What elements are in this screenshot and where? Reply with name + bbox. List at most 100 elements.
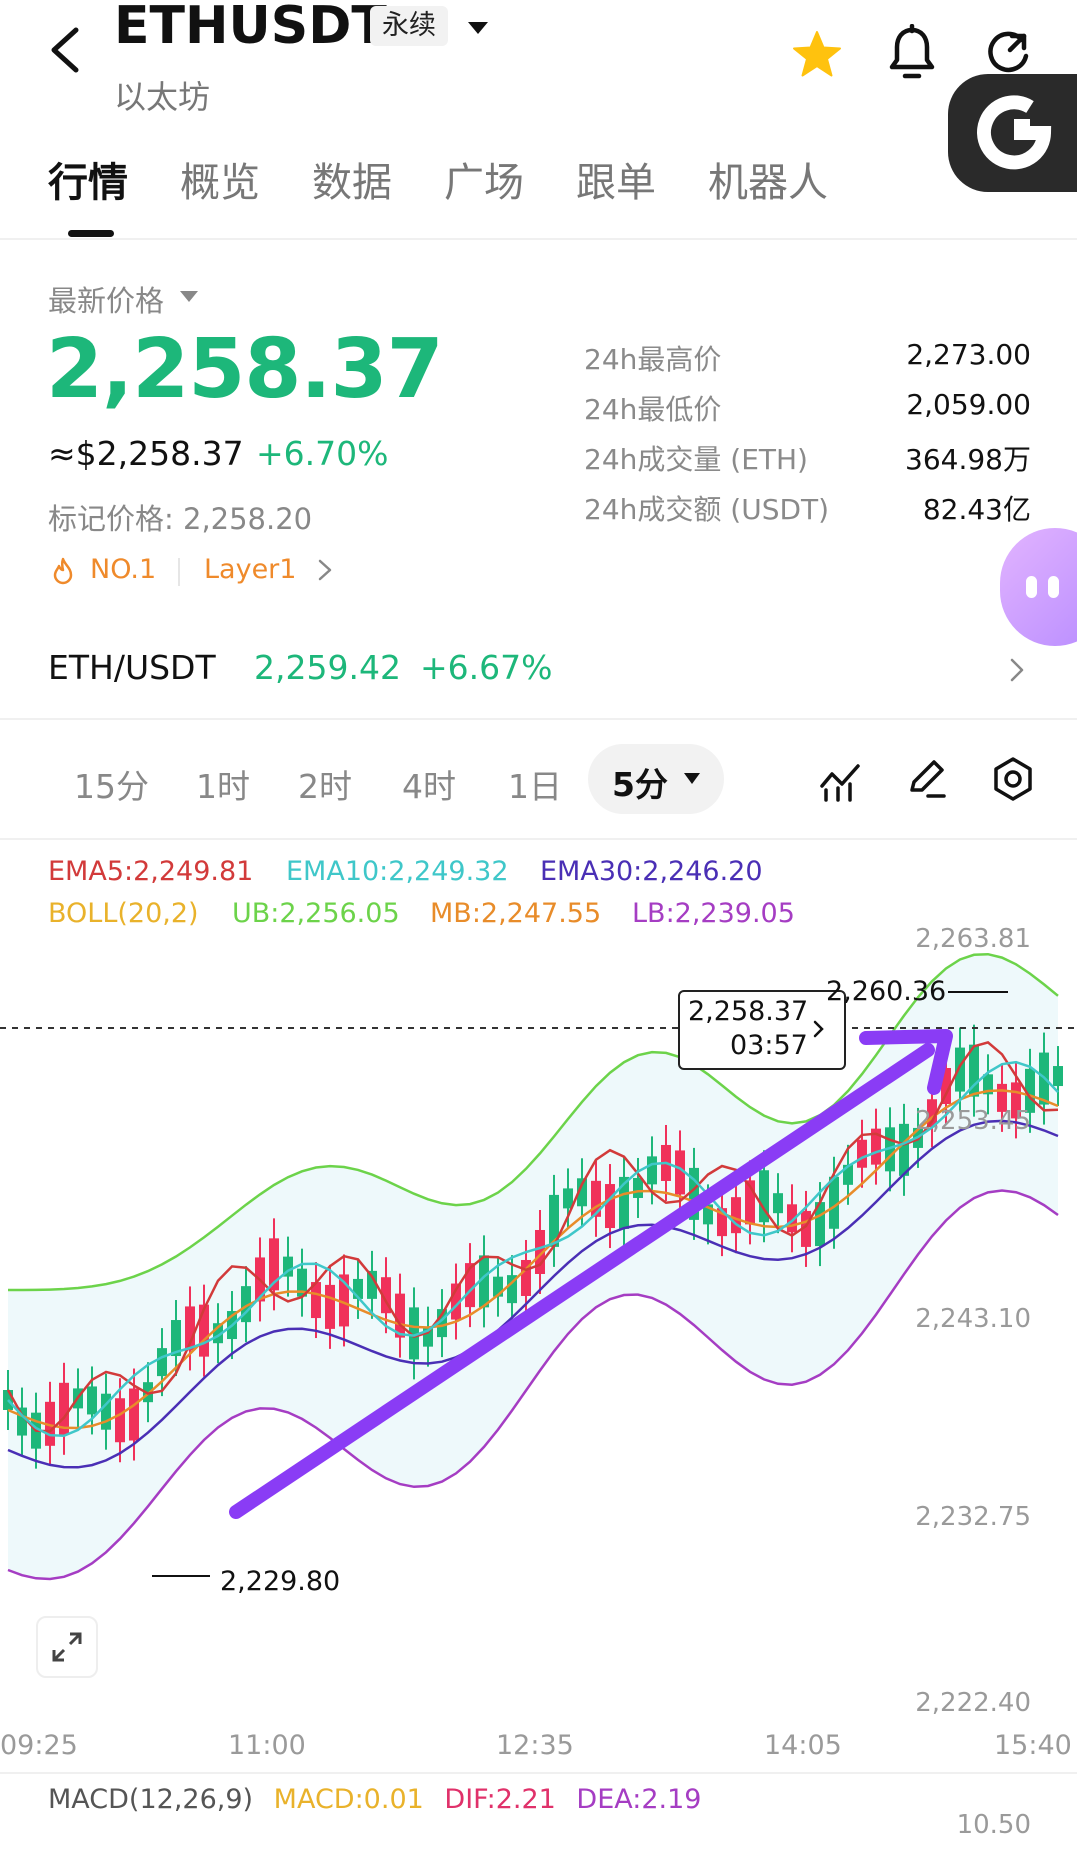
- interval-selector[interactable]: [588, 744, 724, 814]
- chevron-right-icon[interactable]: [314, 556, 336, 584]
- macd-scale: 10.50: [956, 1810, 1031, 1840]
- price-axis-tick: 2,243.10: [915, 1304, 1031, 1334]
- tooltip-price: 2,258.37: [688, 996, 809, 1027]
- category-link[interactable]: Layer1: [204, 554, 297, 585]
- dea-value: DEA:2.19: [576, 1784, 702, 1815]
- candle: [213, 1323, 223, 1344]
- interval-selected-label[interactable]: 5分: [612, 765, 668, 804]
- indicator-icon[interactable]: [818, 758, 862, 802]
- ema5-line: [6, 1041, 1059, 1433]
- tab-indicator: [68, 230, 114, 237]
- latest-price-label[interactable]: 最新价格: [48, 284, 165, 318]
- change-percent: +6.70%: [256, 434, 389, 473]
- candle: [773, 1193, 783, 1214]
- divider: [178, 558, 180, 586]
- interval-4h[interactable]: 4时: [402, 767, 456, 806]
- spot-price: 2,259.42: [254, 648, 401, 687]
- tab-bots[interactable]: 机器人: [708, 160, 828, 206]
- candlestick-chart[interactable]: [0, 840, 1077, 1720]
- candle: [409, 1307, 419, 1360]
- ema10-line: [7, 1060, 1059, 1438]
- candle: [157, 1348, 167, 1377]
- candle: [493, 1276, 503, 1297]
- assistant-bubble[interactable]: [1000, 528, 1077, 646]
- candle: [353, 1278, 363, 1299]
- interval-1h[interactable]: 1时: [196, 767, 250, 806]
- candle: [927, 1099, 937, 1128]
- price-axis-tick: 2,232.75: [915, 1502, 1031, 1532]
- candle: [59, 1382, 69, 1435]
- tooltip-time: 03:57: [730, 1030, 808, 1061]
- gate-logo-badge[interactable]: [948, 74, 1077, 192]
- candle: [689, 1167, 699, 1220]
- stat-turnover-value: 82.43亿: [922, 493, 1031, 526]
- settings-icon[interactable]: [990, 756, 1036, 802]
- candle: [675, 1150, 685, 1195]
- candle: [997, 1083, 1007, 1112]
- dif-value: DIF:2.21: [444, 1784, 556, 1815]
- candle: [115, 1398, 125, 1443]
- candle: [381, 1277, 391, 1314]
- rank-badge[interactable]: NO.1: [90, 554, 157, 585]
- candle: [269, 1238, 279, 1291]
- candle: [1011, 1082, 1021, 1119]
- candle: [717, 1208, 727, 1237]
- tab-square[interactable]: 广场: [444, 160, 524, 206]
- candle: [633, 1177, 643, 1198]
- caret-down-icon[interactable]: [682, 770, 702, 788]
- share-icon[interactable]: [982, 26, 1034, 82]
- candle: [577, 1178, 587, 1207]
- stat-volume-value: 364.98万: [905, 443, 1031, 476]
- candle: [759, 1170, 769, 1223]
- interval-15m[interactable]: 15分: [74, 767, 149, 806]
- stat-high-label: 24h最高价: [584, 343, 722, 376]
- price-axis-tick: 2,253.45: [915, 1106, 1031, 1136]
- spot-change: +6.67%: [420, 648, 553, 687]
- legend-boll: BOLL(20,2): [48, 898, 199, 929]
- candle: [87, 1386, 97, 1415]
- candle: [535, 1229, 545, 1274]
- legend-ema5: EMA5:2,249.81: [48, 856, 254, 887]
- pair-title[interactable]: ETHUSDT: [114, 0, 387, 56]
- candle: [521, 1259, 531, 1296]
- divider: [0, 718, 1077, 720]
- candle: [955, 1047, 965, 1092]
- candle: [451, 1283, 461, 1320]
- candle: [339, 1274, 349, 1327]
- stat-low-value: 2,059.00: [906, 388, 1031, 421]
- notification-bell-icon[interactable]: [886, 24, 938, 82]
- candle: [367, 1270, 377, 1299]
- legend-mb: MB:2,247.55: [430, 898, 602, 929]
- tab-copy-trading[interactable]: 跟单: [576, 160, 656, 206]
- candle: [871, 1128, 881, 1165]
- tab-overview[interactable]: 概览: [180, 160, 260, 206]
- interval-2h[interactable]: 2时: [298, 767, 352, 806]
- interval-1d[interactable]: 1日: [508, 767, 562, 806]
- draw-pencil-icon[interactable]: [904, 756, 948, 800]
- candle: [563, 1188, 573, 1209]
- current-price-tooltip[interactable]: [678, 990, 846, 1070]
- candle: [437, 1309, 447, 1338]
- candle: [45, 1401, 55, 1446]
- tab-data[interactable]: 数据: [312, 160, 392, 206]
- favorite-star-icon[interactable]: [790, 28, 844, 82]
- high-marker-label: 2,260.36: [826, 976, 947, 1007]
- legend-ema10: EMA10:2,249.32: [286, 856, 509, 887]
- candle: [941, 1068, 951, 1105]
- candle: [787, 1204, 797, 1233]
- expand-chart-button[interactable]: [36, 1616, 98, 1678]
- chevron-right-icon[interactable]: [1006, 654, 1028, 686]
- caret-down-icon[interactable]: [178, 288, 200, 304]
- candle: [199, 1304, 209, 1357]
- candle: [745, 1180, 755, 1225]
- ub-line: [8, 952, 1059, 1292]
- back-arrow-icon[interactable]: [40, 22, 96, 78]
- candle: [899, 1123, 909, 1176]
- pair-dropdown-icon[interactable]: [464, 14, 492, 42]
- spot-pair[interactable]: ETH/USDT: [48, 648, 216, 687]
- candle: [507, 1275, 517, 1304]
- pair-subtitle: 以太坊: [114, 78, 211, 116]
- legend-ema30: EMA30:2,246.20: [540, 856, 763, 887]
- candle: [1053, 1066, 1063, 1087]
- tab-market[interactable]: 行情: [48, 160, 128, 206]
